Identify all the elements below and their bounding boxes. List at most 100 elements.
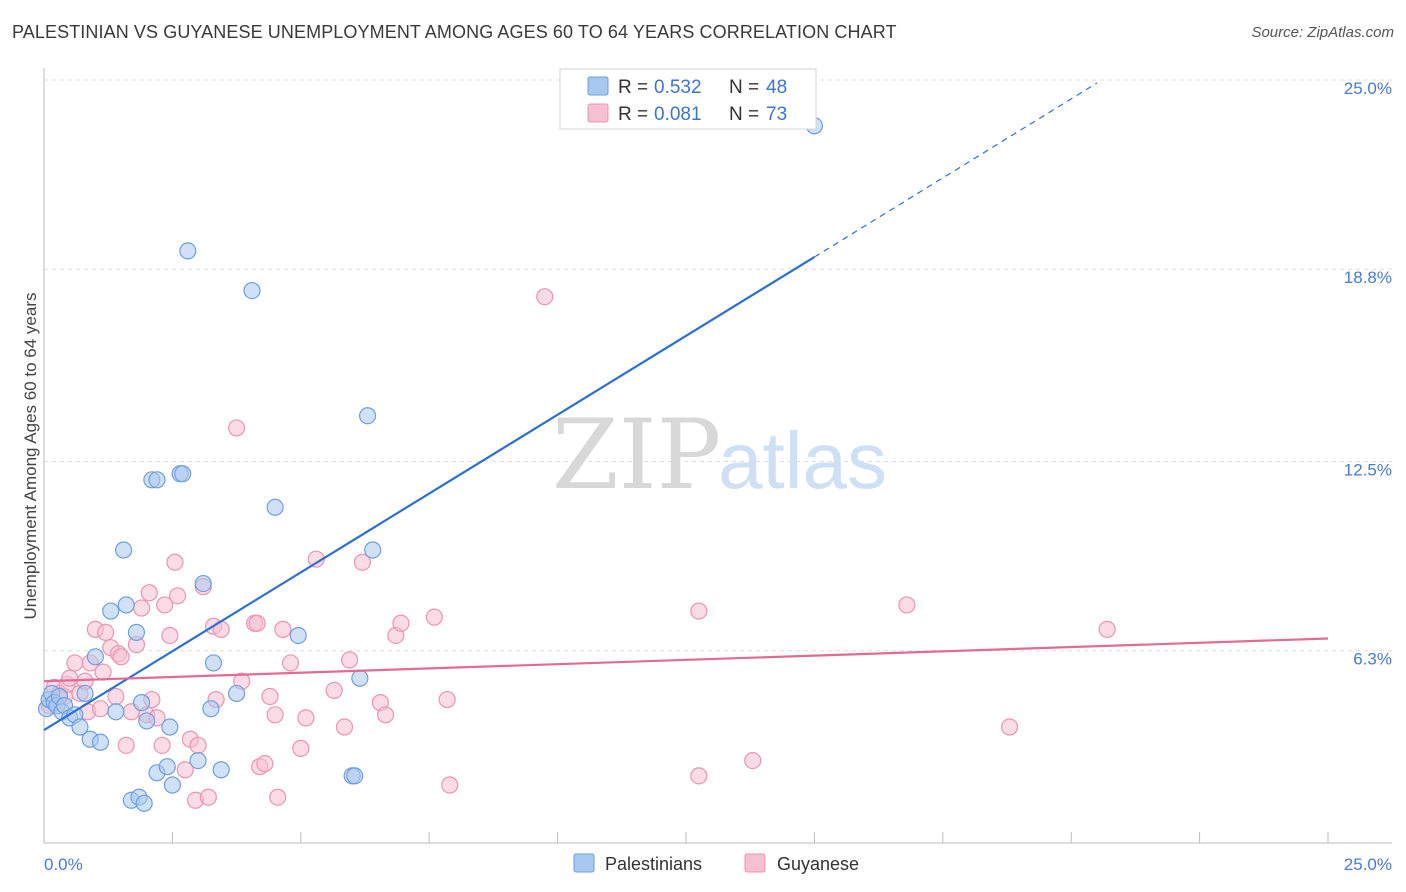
guyanese-point-28 (156, 596, 174, 614)
guyanese-point-56 (335, 718, 354, 736)
palestinian-point-22 (132, 694, 151, 712)
guyanese-point-16 (107, 687, 125, 706)
palestinian-trend-line (43, 256, 815, 732)
guyanese-point-57 (340, 651, 359, 669)
palestinian-point-24 (138, 712, 156, 730)
guyanese-point-68 (690, 602, 708, 620)
guyanese-point-27 (153, 736, 171, 754)
palestinian-point-39 (228, 684, 246, 703)
guyanese-point-58 (353, 553, 372, 571)
palestinian-point-11 (76, 684, 94, 703)
guyanese-point-62 (392, 614, 410, 632)
guyanese-point-50 (274, 620, 292, 638)
guyanese-point-48 (266, 706, 284, 724)
palestinian-point-10 (71, 718, 89, 736)
guyanese-point-32 (176, 761, 194, 779)
gridlines (44, 79, 1392, 652)
palestinian-point-42 (289, 626, 307, 645)
watermark-atlas: atlas (718, 416, 887, 505)
x-axis-ticks (43, 832, 1329, 843)
palestinian-point-41 (266, 498, 284, 516)
legend-r-value-guyanese: 0.081 (654, 104, 702, 125)
guyanese-point-67 (690, 767, 708, 785)
y-tick-label-1: 12.5% (1344, 461, 1392, 480)
legend-n-value-guyanese: 73 (766, 104, 787, 125)
bottom-legend-label-palestinians: Palestinians (605, 854, 702, 874)
guyanese-point-29 (161, 626, 179, 645)
guyanese-point-44 (248, 614, 266, 632)
palestinian-point-44 (346, 767, 364, 785)
palestinian-point-45 (351, 669, 369, 687)
guyanese-point-71 (1000, 718, 1019, 736)
guyanese-point-37 (199, 788, 217, 806)
palestinian-point-34 (189, 751, 207, 770)
palestinian-point-13 (86, 648, 104, 666)
guyanese-point-72 (1098, 620, 1116, 638)
y-tick-labels: 6.3% 12.5% 18.8% 25.0% (1344, 79, 1392, 669)
guyanese-trend-line (43, 637, 1329, 683)
palestinian-point-16 (107, 703, 125, 721)
source-credit: Source: ZipAtlas.com (1251, 24, 1394, 41)
trend-lines (43, 82, 1329, 732)
guyanese-point-22 (132, 599, 151, 617)
guyanese-point-49 (269, 788, 287, 806)
palestinian-point-33 (179, 242, 197, 260)
guyanese-point-24 (140, 584, 158, 602)
palestinian-point-18 (117, 596, 135, 614)
guyanese-point-6 (66, 654, 84, 672)
guyanese-point-52 (292, 739, 310, 757)
legend-swatch-guyanese (587, 103, 609, 123)
y-tick-label-3: 25.0% (1344, 79, 1392, 98)
palestinian-point-47 (364, 541, 382, 559)
guyanese-point-66 (536, 288, 554, 306)
guyanese-point-64 (438, 690, 456, 709)
palestinian-point-29 (161, 718, 179, 736)
bottom-legend-swatch-guyanese (744, 853, 766, 873)
palestinian-point-40 (243, 281, 261, 300)
guyanese-point-69 (744, 751, 762, 770)
palestinian-point-26 (148, 471, 166, 489)
watermark-zip: ZIP (552, 399, 721, 511)
guyanese-point-18 (112, 648, 130, 666)
guyanese-point-5 (61, 669, 79, 687)
legend-n-label-palestinians: N = (729, 77, 759, 98)
palestinian-point-20 (127, 623, 146, 642)
guyanese-point-13 (94, 663, 112, 681)
palestinian-point-46 (358, 407, 377, 425)
palestinian-point-14 (91, 733, 110, 751)
guyanese-point-19 (117, 736, 135, 754)
palestinian-trend-extension (814, 82, 1098, 258)
palestinian-point-15 (102, 602, 120, 620)
guyanese-point-47 (261, 687, 279, 706)
guyanese-points (40, 288, 1116, 809)
bottom-legend-label-guyanese: Guyanese (777, 854, 859, 874)
palestinian-point-38 (212, 761, 230, 779)
y-tick-label-0: 6.3% (1353, 650, 1392, 669)
legend-r-label-palestinians: R = (618, 77, 648, 98)
palestinian-point-17 (115, 541, 133, 559)
palestinian-point-28 (158, 758, 176, 776)
palestinian-point-37 (204, 654, 223, 672)
guyanese-point-31 (168, 587, 187, 605)
palestinian-points (37, 117, 824, 812)
chart-title: PALESTINIAN VS GUYANESE UNEMPLOYMENT AMO… (12, 22, 897, 42)
guyanese-point-41 (228, 419, 246, 437)
guyanese-point-35 (189, 736, 207, 754)
guyanese-point-51 (281, 654, 300, 672)
x-tick-label-max: 25.0% (1344, 855, 1392, 874)
legend-r-label-guyanese: R = (618, 104, 648, 125)
guyanese-point-53 (297, 709, 315, 727)
guyanese-point-63 (425, 608, 443, 626)
y-axis-title: Unemployment Among Ages 60 to 64 years (21, 293, 40, 620)
legend-r-value-palestinians: 0.532 (654, 77, 702, 98)
palestinian-point-30 (163, 776, 181, 794)
bottom-legend: Palestinians Guyanese (573, 853, 859, 874)
legend-n-label-guyanese: N = (729, 104, 759, 125)
y-tick-label-2: 18.8% (1344, 268, 1392, 287)
guyanese-point-46 (256, 755, 274, 773)
legend-n-value-palestinians: 48 (766, 77, 787, 98)
legend-swatch-palestinians (587, 76, 609, 96)
bottom-legend-swatch-palestinians (573, 853, 595, 873)
guyanese-point-12 (91, 700, 110, 718)
guyanese-point-55 (325, 681, 343, 700)
